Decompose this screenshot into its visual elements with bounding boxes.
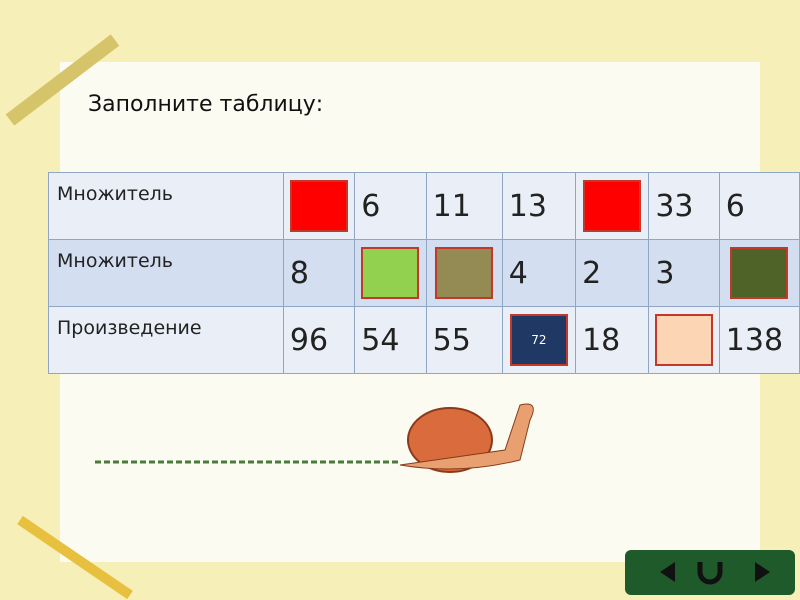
table-cell: 72 xyxy=(501,306,577,374)
slide-title: Заполните таблицу: xyxy=(88,92,324,117)
row-label: Произведение xyxy=(48,306,284,374)
table-cell: 11 xyxy=(425,172,503,240)
table-cell: 54 xyxy=(354,306,427,374)
prev-button[interactable] xyxy=(660,562,675,582)
color-box: 72 xyxy=(509,314,568,366)
table-cell: 2 xyxy=(575,239,650,307)
table-row: Множитель 8 4 2 3 xyxy=(48,239,800,307)
table-cell: 55 xyxy=(425,306,503,374)
row-label: Множитель xyxy=(48,172,284,240)
table-row: Множитель 6 11 13 33 6 xyxy=(48,172,800,240)
color-box xyxy=(435,247,494,299)
table-cell xyxy=(354,239,427,307)
table-cell: 96 xyxy=(282,306,356,374)
table-cell xyxy=(575,172,650,240)
table-cell xyxy=(425,239,503,307)
table-cell: 33 xyxy=(648,172,720,240)
table-cell: 6 xyxy=(354,172,427,240)
table-cell xyxy=(648,306,720,374)
table-cell xyxy=(718,239,800,307)
next-button[interactable] xyxy=(755,562,770,582)
task-table: Множитель 6 11 13 33 6 Множитель 8 4 2 3 Произведен… xyxy=(48,172,800,374)
color-box xyxy=(361,247,420,299)
color-box xyxy=(655,314,714,366)
table-cell: 8 xyxy=(282,239,356,307)
table-cell: 4 xyxy=(501,239,577,307)
table-cell: 6 xyxy=(718,172,800,240)
table-cell: 13 xyxy=(501,172,577,240)
table-cell: 138 xyxy=(718,306,800,374)
table-row: Произведение 96 54 55 72 18 138 xyxy=(48,306,800,374)
table-cell: 3 xyxy=(648,239,720,307)
color-box xyxy=(290,180,349,232)
table-cell: 18 xyxy=(575,306,650,374)
color-box xyxy=(583,180,642,232)
row-label: Множитель xyxy=(48,239,284,307)
color-box xyxy=(730,247,789,299)
return-button[interactable] xyxy=(697,562,723,585)
table-cell xyxy=(282,172,356,240)
